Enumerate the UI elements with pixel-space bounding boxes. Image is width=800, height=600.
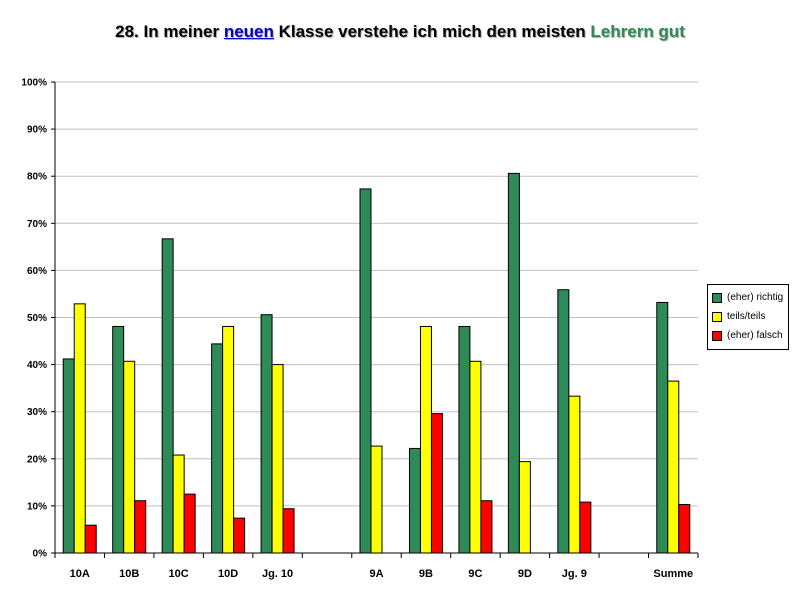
- x-tick-label: 10B: [119, 568, 139, 580]
- y-tick-label: 50%: [27, 313, 47, 324]
- bar: [408, 447, 421, 554]
- y-tick-label: 40%: [27, 360, 47, 371]
- x-tick-label: 10D: [218, 568, 238, 580]
- y-tick-label: 100%: [21, 78, 47, 89]
- bar: [183, 493, 196, 554]
- x-tick-label: 9C: [468, 568, 482, 580]
- bar: [222, 325, 235, 554]
- bar: [469, 360, 482, 554]
- title-middle: Klasse verstehe ich mich den meisten: [273, 22, 591, 41]
- x-axis-labels: 10A 10B 10C 10D Jg. 10 9A 9B 9C 9D Jg. 9 Summe: [70, 568, 694, 580]
- bar: [667, 380, 680, 554]
- bar: [557, 289, 570, 554]
- bar: [579, 501, 592, 554]
- bar: [678, 503, 691, 554]
- y-tick-label: 90%: [27, 125, 47, 136]
- legend-label: teils/teils: [727, 311, 766, 322]
- bar: [84, 524, 97, 554]
- bar: [458, 325, 471, 554]
- bar: [112, 325, 125, 554]
- bar: [161, 238, 174, 554]
- axes: [54, 82, 699, 558]
- bar: [568, 395, 581, 554]
- bar: [359, 188, 372, 554]
- gridlines: [55, 81, 698, 507]
- legend-label: (eher) falsch: [727, 330, 783, 341]
- chart-title: 28. In meiner neuen Klasse verstehe ich …: [0, 22, 800, 42]
- bar: [507, 172, 520, 554]
- y-tick-label: 10%: [27, 501, 47, 512]
- y-tick-label: 70%: [27, 219, 47, 230]
- x-tick-label: Jg. 10: [262, 568, 293, 580]
- y-axis-labels: 0% 10% 20% 30% 40% 50% 60% 70% 80% 90% 100%: [21, 78, 55, 560]
- title-keyword: neuen: [223, 22, 274, 41]
- bar: [172, 454, 185, 554]
- legend-swatch: [712, 292, 722, 303]
- bar: [233, 517, 246, 554]
- y-tick-label: 20%: [27, 454, 47, 465]
- bar: [656, 301, 669, 554]
- x-tick-label: 10C: [169, 568, 189, 580]
- bars: [62, 172, 691, 554]
- bar: [518, 461, 531, 554]
- y-tick-label: 80%: [27, 172, 47, 183]
- y-tick-label: 30%: [27, 407, 47, 418]
- bar: [480, 500, 493, 554]
- y-tick-label: 60%: [27, 266, 47, 277]
- bar: [430, 413, 443, 554]
- bar: [282, 508, 295, 554]
- bar: [73, 303, 86, 554]
- title-keyword2: Lehrern gut: [590, 22, 685, 41]
- x-tick-label: 9D: [518, 568, 532, 580]
- x-tick-label: 9A: [369, 568, 383, 580]
- bar: [62, 358, 75, 554]
- bar: [419, 325, 432, 554]
- y-tick-label: 0%: [33, 549, 48, 560]
- legend-item: (eher) falsch: [712, 326, 788, 345]
- bar: [370, 445, 383, 554]
- bar: [260, 314, 273, 554]
- x-tick-label: Jg. 9: [562, 568, 587, 580]
- bar: [271, 364, 284, 554]
- bar: [123, 360, 136, 554]
- x-tick-label: 9B: [419, 568, 433, 580]
- x-tick-label: Summe: [653, 568, 693, 580]
- title-prefix: 28. In meiner: [115, 22, 224, 41]
- legend: (eher) richtig teils/teils (eher) falsch: [707, 284, 789, 350]
- legend-label: (eher) richtig: [727, 292, 784, 303]
- legend-swatch: [712, 330, 722, 341]
- legend-item: teils/teils: [712, 307, 788, 326]
- legend-swatch: [712, 311, 722, 322]
- legend-item: (eher) richtig: [712, 288, 788, 307]
- bar: [134, 500, 147, 554]
- x-tick-label: 10A: [70, 568, 90, 580]
- bar: [211, 343, 224, 554]
